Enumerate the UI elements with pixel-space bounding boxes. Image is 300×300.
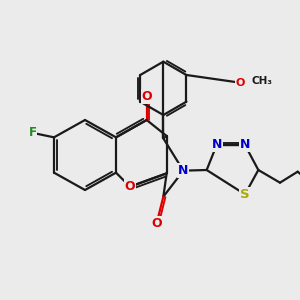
Text: O: O xyxy=(125,180,135,193)
Text: O: O xyxy=(141,90,152,103)
Text: N: N xyxy=(212,139,222,152)
Text: N: N xyxy=(240,139,250,152)
Text: O: O xyxy=(235,78,245,88)
Text: S: S xyxy=(240,188,250,201)
Text: F: F xyxy=(28,126,36,139)
Text: N: N xyxy=(178,164,188,177)
Text: CH₃: CH₃ xyxy=(251,76,272,86)
Text: O: O xyxy=(152,217,162,230)
